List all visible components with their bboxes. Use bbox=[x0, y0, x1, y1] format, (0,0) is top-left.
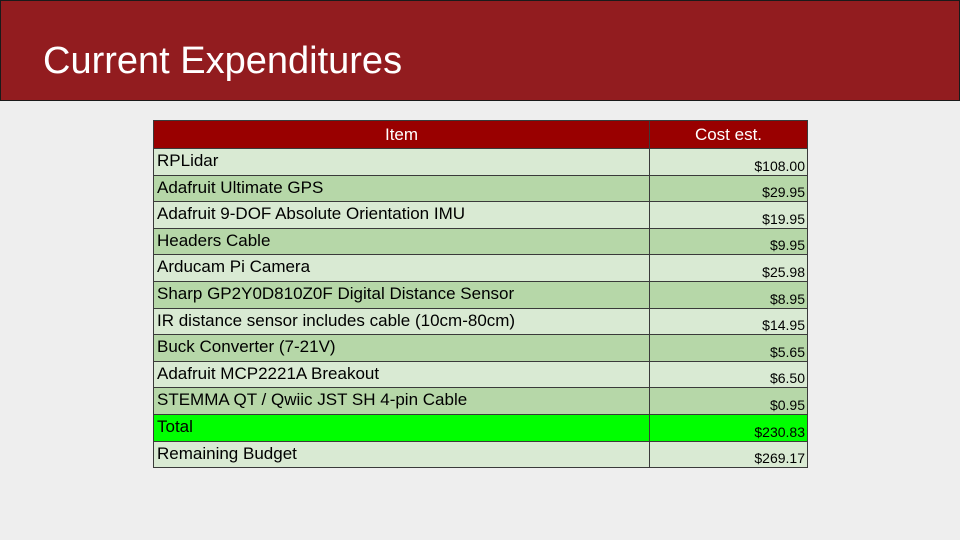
slide-title: Current Expenditures bbox=[43, 40, 403, 82]
table-row: Adafruit 9-DOF Absolute Orientation IMU … bbox=[153, 201, 808, 229]
item-cell: Adafruit MCP2221A Breakout bbox=[153, 360, 650, 389]
item-cell: IR distance sensor includes cable (10cm-… bbox=[153, 307, 650, 336]
table-row: Arducam Pi Camera $25.98 bbox=[153, 254, 808, 282]
cost-cell: $5.65 bbox=[649, 334, 808, 362]
cost-cell: $0.95 bbox=[649, 387, 808, 415]
item-cell: Headers Cable bbox=[153, 227, 650, 256]
item-cell: Adafruit Ultimate GPS bbox=[153, 174, 650, 203]
expenditures-table: Item Cost est. RPLidar $108.00 Adafruit … bbox=[153, 120, 808, 469]
total-row: Total $230.83 bbox=[153, 413, 808, 442]
total-value: $230.83 bbox=[649, 413, 808, 442]
item-cell: STEMMA QT / Qwiic JST SH 4-pin Cable bbox=[153, 387, 650, 415]
remaining-budget-label: Remaining Budget bbox=[153, 440, 650, 469]
total-label: Total bbox=[153, 413, 650, 442]
cost-column-header: Cost est. bbox=[649, 120, 808, 149]
cost-cell: $14.95 bbox=[649, 307, 808, 336]
table-row: Adafruit MCP2221A Breakout $6.50 bbox=[153, 360, 808, 389]
cost-cell: $9.95 bbox=[649, 227, 808, 256]
table-row: Adafruit Ultimate GPS $29.95 bbox=[153, 174, 808, 203]
table-row: Headers Cable $9.95 bbox=[153, 227, 808, 256]
item-cell: Arducam Pi Camera bbox=[153, 254, 650, 282]
table-row: STEMMA QT / Qwiic JST SH 4-pin Cable $0.… bbox=[153, 387, 808, 415]
cost-cell: $19.95 bbox=[649, 201, 808, 229]
item-cell: Buck Converter (7-21V) bbox=[153, 334, 650, 362]
remaining-budget-row: Remaining Budget $269.17 bbox=[153, 440, 808, 469]
title-bar: Current Expenditures bbox=[0, 0, 960, 101]
table-row: IR distance sensor includes cable (10cm-… bbox=[153, 307, 808, 336]
item-cell: Adafruit 9-DOF Absolute Orientation IMU bbox=[153, 201, 650, 229]
table-row: Sharp GP2Y0D810Z0F Digital Distance Sens… bbox=[153, 280, 808, 309]
item-column-header: Item bbox=[153, 120, 650, 149]
cost-cell: $25.98 bbox=[649, 254, 808, 282]
remaining-budget-value: $269.17 bbox=[649, 440, 808, 469]
cost-cell: $6.50 bbox=[649, 360, 808, 389]
item-cell: RPLidar bbox=[153, 148, 650, 176]
table-header-row: Item Cost est. bbox=[153, 120, 808, 149]
item-cell: Sharp GP2Y0D810Z0F Digital Distance Sens… bbox=[153, 280, 650, 309]
cost-cell: $29.95 bbox=[649, 174, 808, 203]
table-row: RPLidar $108.00 bbox=[153, 148, 808, 176]
table-row: Buck Converter (7-21V) $5.65 bbox=[153, 334, 808, 362]
cost-cell: $8.95 bbox=[649, 280, 808, 309]
cost-cell: $108.00 bbox=[649, 148, 808, 176]
